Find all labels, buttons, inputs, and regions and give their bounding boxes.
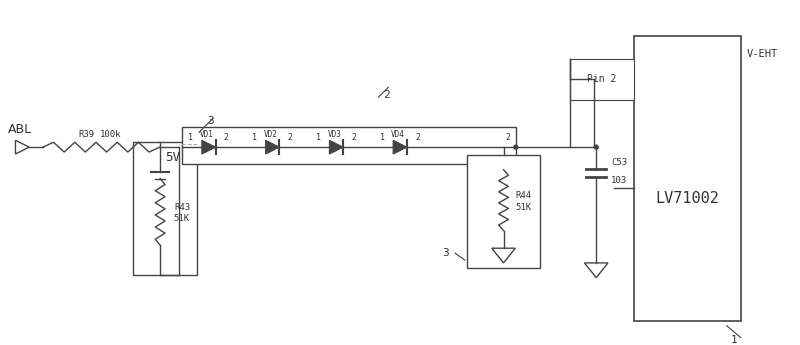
Bar: [466, 155, 540, 268]
Polygon shape: [393, 140, 407, 154]
Text: 1: 1: [316, 133, 321, 142]
Text: 51K: 51K: [174, 214, 190, 223]
Text: ABL: ABL: [8, 123, 33, 136]
Circle shape: [514, 145, 518, 149]
Text: VD2: VD2: [263, 130, 278, 139]
Text: 2: 2: [383, 90, 390, 100]
Text: R39: R39: [78, 130, 94, 139]
Polygon shape: [585, 263, 608, 278]
Polygon shape: [15, 140, 29, 154]
Text: R44: R44: [515, 191, 531, 200]
Text: 2: 2: [288, 133, 293, 142]
Text: 1: 1: [730, 335, 737, 345]
Text: 2: 2: [224, 133, 229, 142]
Text: 2: 2: [351, 133, 357, 142]
Bar: [133, 142, 197, 275]
Bar: [570, 59, 634, 100]
Text: VD3: VD3: [327, 130, 342, 139]
Text: 5V: 5V: [166, 151, 181, 165]
Polygon shape: [330, 140, 343, 154]
Text: LV71002: LV71002: [655, 191, 719, 206]
Text: 1: 1: [187, 133, 193, 142]
Circle shape: [178, 145, 182, 149]
Polygon shape: [202, 140, 215, 154]
Text: C53: C53: [611, 158, 627, 167]
Text: 2: 2: [415, 133, 420, 142]
Bar: [634, 36, 742, 321]
Text: 3: 3: [442, 248, 449, 258]
Text: 2: 2: [506, 133, 510, 142]
Text: 1: 1: [252, 133, 258, 142]
Text: 100k: 100k: [100, 130, 122, 139]
Text: 51K: 51K: [515, 203, 531, 211]
Text: Pin 2: Pin 2: [587, 75, 616, 85]
Polygon shape: [266, 140, 279, 154]
Circle shape: [594, 145, 598, 149]
Text: 3: 3: [207, 116, 214, 126]
Text: VD4: VD4: [391, 130, 405, 139]
Text: R43: R43: [174, 203, 190, 211]
Bar: [182, 127, 516, 164]
Text: 103: 103: [611, 176, 627, 185]
Polygon shape: [492, 248, 515, 263]
Text: VD1: VD1: [200, 130, 214, 139]
Text: V-EHT: V-EHT: [746, 49, 778, 59]
Text: 1: 1: [380, 133, 385, 142]
